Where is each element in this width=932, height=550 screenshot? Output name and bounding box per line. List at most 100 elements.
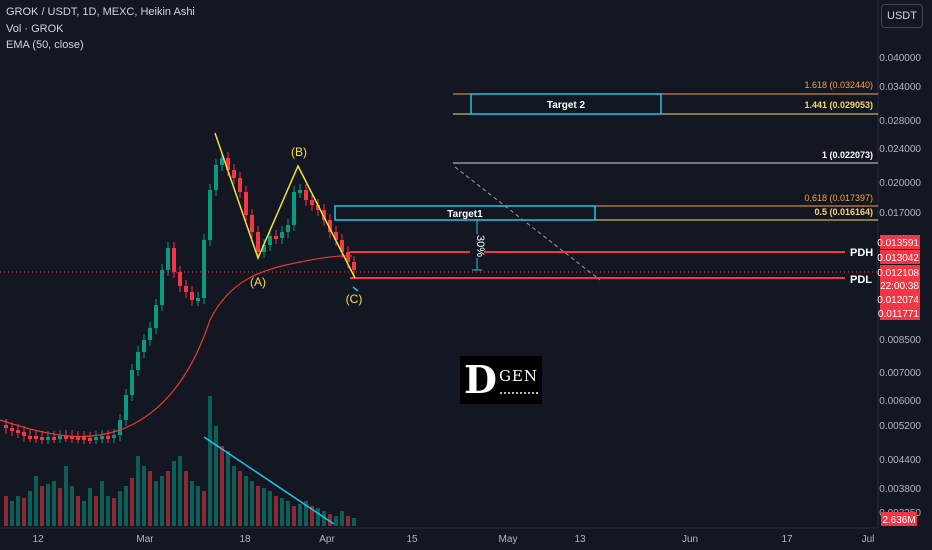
volume-bar: [46, 484, 50, 526]
time-tick-label: Apr: [319, 534, 335, 545]
candles: [4, 152, 356, 444]
volume-bar: [94, 496, 98, 526]
candle-body: [262, 245, 266, 252]
fib-label-0618: 0.618 (0.017397): [804, 193, 873, 203]
price-tick-label: 0.017000: [879, 208, 921, 219]
price-label: 0.011771: [878, 309, 919, 320]
candle-body: [154, 305, 158, 328]
wave-c-tick: [352, 286, 359, 292]
candle-body: [52, 437, 56, 440]
candle-body: [334, 232, 338, 240]
candle-body: [100, 436, 104, 439]
chart-title: GROK / USDT, 1D, MEXC, Heikin Ashi: [6, 6, 195, 18]
pdh-label: PDH: [850, 247, 873, 259]
logo-text: GEN: [498, 367, 538, 385]
price-label-bg: [880, 278, 920, 292]
volume-bar: [226, 451, 230, 526]
volume-bar: [88, 488, 92, 526]
price-tick-label: 0.007000: [879, 368, 921, 379]
price-tick-label: 0.003800: [879, 484, 921, 495]
candle-body: [274, 236, 278, 239]
volume-bar: [202, 491, 206, 526]
volume-bar: [232, 466, 236, 526]
candle-body: [58, 436, 62, 439]
price-label-bg: [880, 250, 920, 264]
candle-body: [88, 438, 92, 441]
wave-path: [214, 132, 356, 279]
price-tick-label: 0.034000: [879, 82, 921, 93]
price-label: 0.013042: [877, 253, 919, 264]
ema-line: [0, 255, 353, 438]
candle-body: [268, 236, 272, 245]
volume-bar: [316, 508, 320, 526]
volume-bar: [334, 516, 338, 526]
candle-body: [22, 432, 26, 436]
candle-body: [232, 170, 236, 178]
volume-label-bg: [881, 512, 917, 526]
candle-body: [190, 292, 194, 300]
volume-bar: [184, 471, 188, 526]
target2-box[interactable]: [470, 93, 662, 115]
volume-bar: [166, 471, 170, 526]
volume-bar: [268, 491, 272, 526]
fib-label-1441: 1.441 (0.029053): [804, 100, 873, 110]
candle-body: [256, 232, 260, 252]
volume-bar: [220, 446, 224, 526]
candle-body: [346, 252, 350, 262]
candle-body: [124, 395, 128, 420]
volume-bar: [112, 498, 116, 526]
volume-bar: [160, 476, 164, 526]
candle-body: [172, 248, 176, 272]
price-tick-label: 0.008500: [879, 335, 921, 346]
candle-body: [46, 437, 50, 440]
ema-indicator-label[interactable]: EMA (50, close): [6, 39, 84, 51]
time-tick-label: 12: [32, 534, 44, 545]
candle-body: [238, 178, 242, 192]
currency-button[interactable]: USDT: [881, 4, 923, 28]
volume-bar: [262, 488, 266, 526]
volume-indicator-label[interactable]: Vol · GROK: [6, 23, 64, 35]
candle-body: [310, 200, 314, 205]
candle-body: [220, 158, 224, 165]
price-label: 22:00:38: [880, 281, 919, 292]
candle-body: [340, 240, 344, 252]
candle-body: [136, 352, 140, 370]
candle-body: [4, 425, 8, 428]
time-axis-ticks: 12 Mar 18 Apr 15 May 13 Jun 17 Jul: [32, 534, 874, 545]
candle-body: [118, 420, 122, 435]
candle-body: [178, 272, 182, 286]
fib-label-05: 0.5 (0.016164): [814, 207, 873, 217]
time-tick-label: 15: [406, 534, 418, 545]
pdl-label: PDL: [850, 274, 872, 286]
volume-bar: [10, 501, 14, 526]
candle-body: [130, 370, 134, 395]
volume-bars: [4, 396, 356, 526]
price-tick-label: 0.020000: [879, 178, 921, 189]
candle-body: [304, 190, 308, 200]
volume-bar: [100, 481, 104, 526]
volume-trendline: [203, 436, 335, 525]
volume-bar: [22, 498, 26, 526]
volume-bar: [28, 491, 32, 526]
candle-body: [70, 436, 74, 439]
volume-bar: [34, 476, 38, 526]
volume-bar: [352, 518, 356, 526]
candle-body: [166, 248, 170, 270]
candle-body: [316, 205, 320, 210]
fib-label-1618: 1.618 (0.032440): [804, 80, 873, 90]
candle-body: [292, 192, 296, 225]
watermark-logo: D GEN: [460, 356, 542, 404]
price-tick-label: 0.005200: [879, 421, 921, 432]
time-tick-label: Mar: [136, 534, 154, 545]
volume-bar: [70, 486, 74, 526]
volume-bar: [106, 496, 110, 526]
volume-bar: [256, 486, 260, 526]
candle-body: [160, 270, 164, 305]
measure-label: 30%: [474, 235, 486, 257]
price-label: 0.012074: [877, 295, 919, 306]
target1-box[interactable]: [334, 205, 596, 221]
volume-bar: [280, 498, 284, 526]
volume-bar: [154, 481, 158, 526]
volume-bar: [148, 471, 152, 526]
